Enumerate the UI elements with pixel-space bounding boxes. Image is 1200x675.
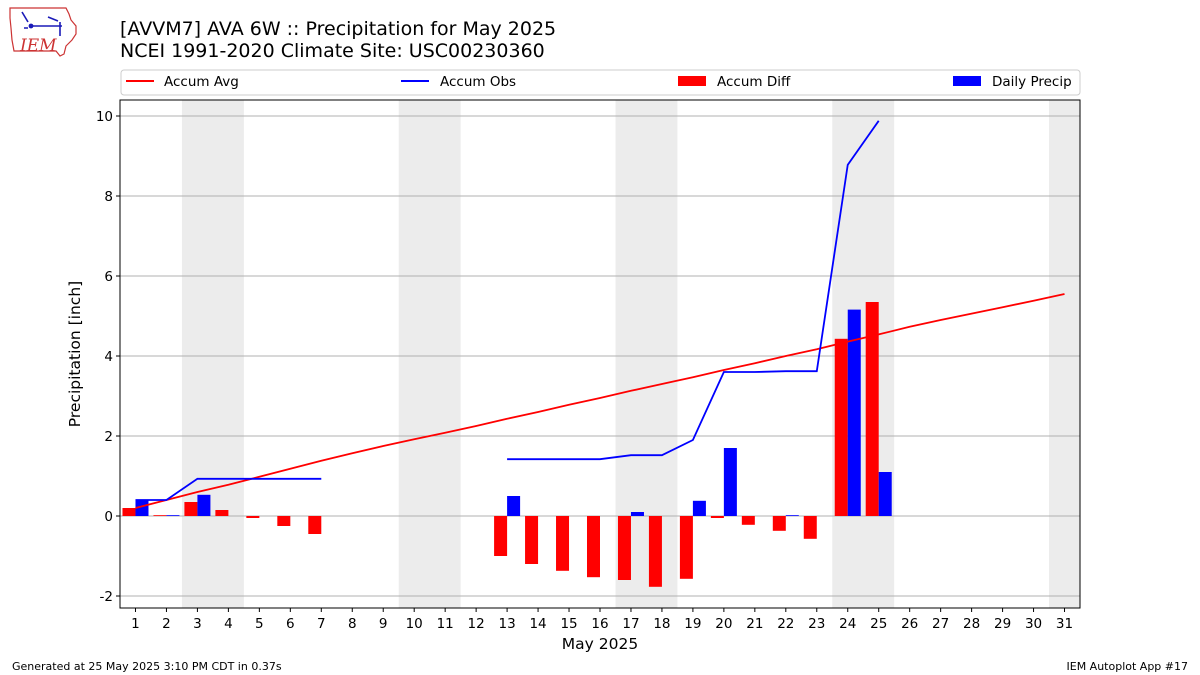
accum-diff-bar — [122, 508, 136, 516]
accum-diff-bar — [772, 516, 786, 531]
x-tick-label: 19 — [684, 616, 701, 632]
x-tick-label: 17 — [622, 616, 639, 632]
x-tick-label: 10 — [406, 616, 423, 632]
legend-label-daily-precip: Daily Precip — [992, 74, 1072, 90]
accum-diff-bar — [215, 510, 229, 516]
y-axis-label: Precipitation [inch] — [66, 281, 84, 427]
chart-title: [AVVM7] AVA 6W :: Precipitation for May … — [120, 18, 556, 40]
accum-diff-bar — [586, 516, 600, 578]
y-tick-label: 0 — [104, 509, 113, 525]
weekend-bands — [181, 100, 1080, 608]
x-tick-label: 12 — [468, 616, 485, 632]
accum-diff-bar — [741, 516, 755, 525]
footer-app: IEM Autoplot App #17 — [1067, 660, 1189, 673]
accum-diff-bar — [184, 502, 198, 516]
x-tick-label: 15 — [560, 616, 577, 632]
x-tick-label: 11 — [437, 616, 454, 632]
legend-swatch-accum-diff — [678, 76, 706, 86]
x-tick-label: 26 — [901, 616, 918, 632]
legend-label-accum-obs: Accum Obs — [440, 74, 516, 90]
y-tick-label: 6 — [104, 269, 113, 285]
accum-diff-bar — [277, 516, 291, 526]
x-tick-label: 8 — [348, 616, 357, 632]
x-tick-label: 21 — [746, 616, 763, 632]
y-tick-label: 2 — [104, 429, 113, 445]
accum-obs-line — [507, 120, 880, 461]
legend-label-accum-avg: Accum Avg — [164, 74, 239, 90]
accum-diff-bar — [865, 302, 879, 516]
y-axis-ticks: -2 0 2 4 6 8 10 — [96, 109, 120, 605]
station-dot-icon — [28, 23, 34, 29]
x-tick-label: 6 — [286, 616, 295, 632]
x-tick-label: 28 — [963, 616, 980, 632]
accum-obs-line — [135, 477, 322, 501]
x-axis-label: May 2025 — [562, 635, 638, 653]
x-tick-label: 18 — [653, 616, 670, 632]
chart-subtitle: NCEI 1991-2020 Climate Site: USC00230360 — [120, 40, 545, 62]
x-tick-label: 9 — [379, 616, 388, 632]
line-series — [135, 120, 1065, 509]
accum-diff-bar — [648, 516, 662, 587]
accum-diff-bar — [803, 516, 817, 539]
accum-diff-bar — [153, 515, 167, 516]
accum-diff-bar — [246, 516, 260, 518]
logo-text: IEM — [19, 36, 57, 56]
y-tick-label: 4 — [104, 349, 113, 365]
daily-precip-bar — [507, 496, 521, 516]
daily-precip-bar — [166, 515, 180, 516]
y-tick-label: -2 — [100, 589, 113, 605]
y-tick-label: 8 — [104, 189, 113, 205]
x-tick-label: 24 — [839, 616, 856, 632]
x-tick-label: 30 — [1025, 616, 1042, 632]
x-tick-label: 3 — [193, 616, 202, 632]
x-tick-label: 14 — [529, 616, 546, 632]
daily-precip-bar — [785, 515, 799, 516]
accum-avg-line — [135, 293, 1065, 509]
daily-precip-bar — [135, 500, 149, 516]
x-tick-label: 27 — [932, 616, 949, 632]
y-tick-label: 10 — [96, 109, 113, 125]
accum-diff-bar — [525, 516, 539, 564]
accum-diff-bar — [494, 516, 508, 556]
footer-generated: Generated at 25 May 2025 3:10 PM CDT in … — [12, 660, 282, 673]
x-tick-label: 22 — [777, 616, 794, 632]
x-tick-label: 25 — [870, 616, 887, 632]
weekend-band — [1049, 100, 1080, 608]
daily-precip-bar — [197, 494, 211, 516]
daily-precip-bar — [723, 448, 737, 516]
accum-diff-bar — [834, 338, 848, 516]
x-tick-label: 31 — [1056, 616, 1073, 632]
x-tick-label: 13 — [499, 616, 516, 632]
accum-diff-bar — [556, 516, 570, 571]
x-axis-ticks: 1 2 3 4 5 6 7 8 9 10 11 12 13 14 15 16 17 18 19 20 21 22 23 24 2… — [131, 608, 1073, 632]
x-tick-label: 20 — [715, 616, 732, 632]
legend: Accum Avg Accum Obs Accum Diff Daily Pre… — [120, 69, 1081, 96]
weather-station-icon — [21, 11, 62, 36]
weekend-band — [181, 100, 244, 608]
iem-logo: IEM — [9, 7, 77, 57]
weekend-band — [398, 100, 461, 608]
accum-diff-bar — [679, 516, 693, 579]
x-tick-label: 5 — [255, 616, 264, 632]
legend-label-accum-diff: Accum Diff — [717, 74, 791, 90]
accum-diff-bar — [710, 516, 724, 518]
daily-precip-bar — [878, 472, 892, 516]
x-tick-label: 23 — [808, 616, 825, 632]
legend-frame — [120, 69, 1081, 96]
accum-diff-bar — [308, 516, 322, 534]
x-tick-label: 1 — [131, 616, 140, 632]
x-tick-label: 7 — [317, 616, 326, 632]
bar-series — [122, 302, 892, 587]
legend-swatch-daily-precip — [953, 76, 981, 86]
daily-precip-bar — [692, 500, 706, 516]
x-tick-label: 2 — [162, 616, 171, 632]
daily-precip-bar — [847, 309, 861, 516]
x-tick-label: 4 — [224, 616, 233, 632]
x-tick-label: 16 — [591, 616, 608, 632]
x-tick-label: 29 — [994, 616, 1011, 632]
daily-precip-bar — [630, 512, 644, 516]
accum-diff-bar — [617, 516, 631, 580]
